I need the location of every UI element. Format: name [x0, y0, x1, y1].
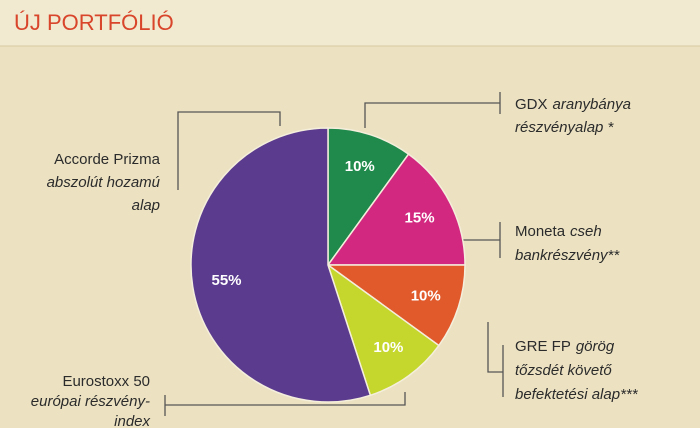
category-label: GRE FP görög tőzsdét követő befektetési ala… — [515, 338, 639, 403]
bracket — [487, 322, 504, 397]
value-label: 10% — [373, 339, 403, 356]
value-label: 10% — [345, 158, 375, 175]
pie-slice — [190, 127, 372, 403]
category-label: Accorde Prizma abszolút hozamú alap — [47, 151, 161, 214]
value-label: 10% — [411, 288, 441, 305]
category-name: GRE FP — [515, 338, 571, 355]
category-label: Moneta cseh bankrészvény** — [515, 223, 620, 264]
category-description: cseh — [570, 223, 602, 240]
category-description: tőzsdét követő — [515, 362, 612, 379]
value-label: 15% — [405, 209, 435, 226]
pie-slice — [327, 127, 410, 268]
chart-title: ÚJ PORTFÓLIÓ — [14, 10, 174, 35]
category-label: Eurostoxx 50 európai részvény-index — [31, 373, 151, 428]
bracket — [164, 392, 406, 416]
category-description: aranybánya — [553, 96, 631, 113]
category-description: görög — [576, 338, 615, 355]
bracket — [462, 222, 501, 258]
category-description: alap — [132, 197, 160, 214]
category-label: GDX aranybánya részvényalap * — [515, 96, 631, 136]
value-label: 55% — [211, 272, 241, 289]
category-name: Moneta — [515, 223, 566, 240]
header-band — [0, 0, 700, 46]
category-name: GDX — [515, 96, 548, 113]
category-description: európai részvény- — [31, 393, 150, 410]
category-name: Eurostoxx 50 — [62, 373, 150, 390]
bracket — [364, 92, 501, 128]
pie-slice — [326, 263, 440, 397]
category-name: Accorde Prizma — [54, 151, 161, 168]
bracket — [177, 111, 281, 190]
pie-slice — [325, 264, 466, 347]
category-description: index — [114, 413, 150, 428]
brackets — [164, 92, 504, 416]
category-description: bankrészvény** — [515, 247, 620, 264]
pie-slice — [326, 153, 466, 266]
category-description: abszolút hozamú — [47, 174, 161, 191]
category-description: részvényalap * — [515, 119, 615, 136]
category-description: befektetési alap*** — [515, 386, 639, 403]
